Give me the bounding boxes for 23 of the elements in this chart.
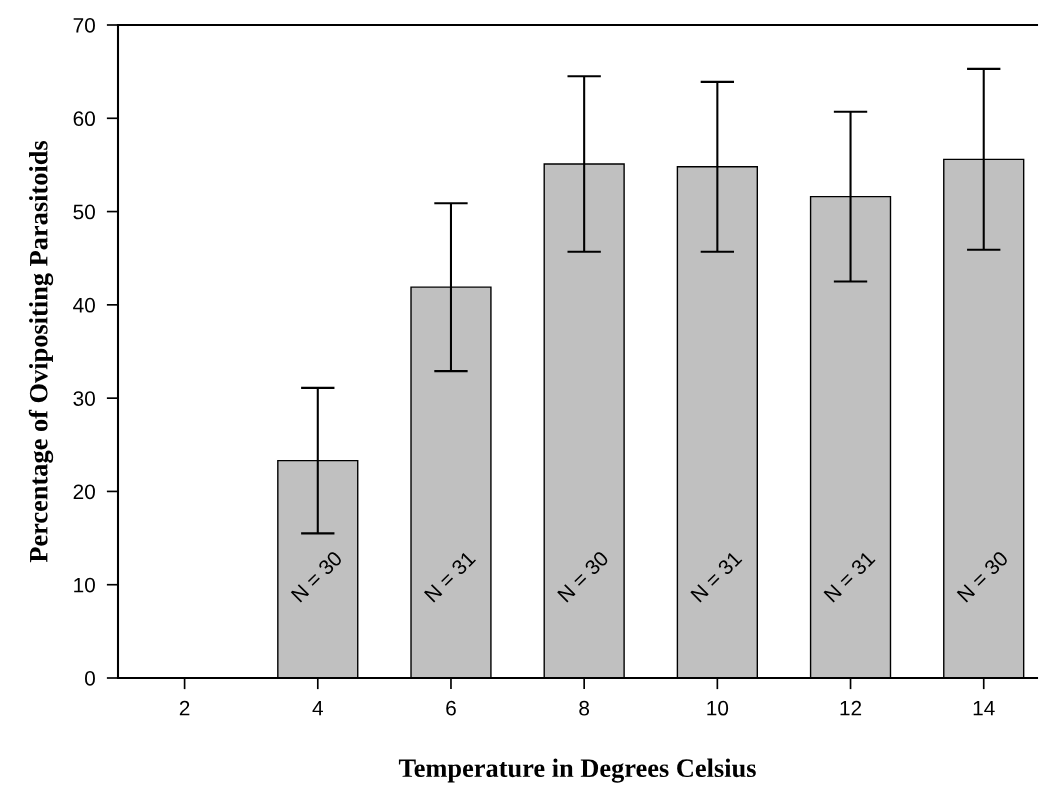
annotation: N = 31 xyxy=(423,550,477,603)
annotation: N = 30 xyxy=(290,550,344,603)
x-tick-label: 6 xyxy=(446,700,456,716)
y-tick-label: 0 xyxy=(85,671,95,686)
x-tick-label: 12 xyxy=(840,700,862,716)
x-tick-label: 14 xyxy=(973,700,995,716)
x-tick-label: 4 xyxy=(312,700,323,716)
y-tick-label: 70 xyxy=(73,18,95,33)
x-tick-label: 10 xyxy=(707,700,729,716)
annotation: N = 30 xyxy=(556,550,610,603)
y-tick-label: 10 xyxy=(74,577,95,593)
annotation: N = 31 xyxy=(823,550,876,603)
x-tick-label: 8 xyxy=(579,700,590,716)
y-axis-title: Percentage of Ovipositing Parasitoids xyxy=(28,140,54,563)
y-tick-label: 40 xyxy=(73,297,95,313)
y-tick-label: 20 xyxy=(73,484,95,500)
annotation: N = 30 xyxy=(956,550,1010,603)
y-tick-label: 30 xyxy=(73,391,95,406)
y-tick-label: 50 xyxy=(73,204,95,220)
annotation: N = 31 xyxy=(690,550,743,603)
x-axis-title: Temperature in Degrees Celsius xyxy=(398,758,756,783)
x-tick-label: 2 xyxy=(179,700,190,716)
y-tick-label: 60 xyxy=(73,111,95,127)
